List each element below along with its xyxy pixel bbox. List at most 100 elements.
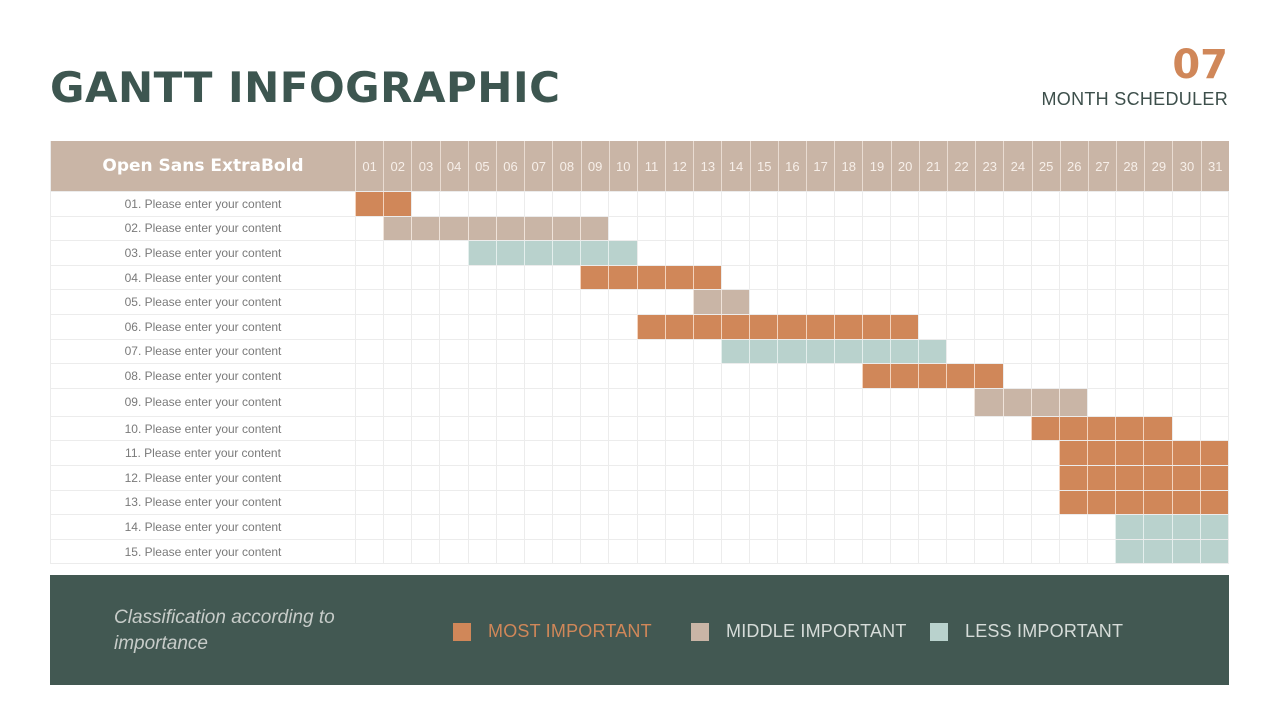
- grid-cell: [721, 441, 749, 465]
- grid-cell: [411, 515, 439, 539]
- grid-cell: [580, 539, 608, 564]
- grid-cell: [1030, 515, 1059, 539]
- grid-cell: [918, 216, 946, 241]
- grid-cell: [439, 265, 467, 290]
- task-bar-cell: [467, 241, 496, 265]
- day-header-cell: 03: [411, 141, 439, 191]
- grid-cell: [749, 465, 777, 490]
- grid-cell: [1171, 192, 1200, 216]
- task-bar-cell: [777, 339, 806, 364]
- grid-cell: [1030, 314, 1059, 339]
- grid-cell: [861, 265, 890, 290]
- grid-cell: [1030, 539, 1059, 564]
- grid-cell: [1171, 416, 1200, 441]
- grid-cell: [355, 364, 383, 388]
- day-header-cell: 24: [1003, 141, 1031, 191]
- task-bar-cell: [1143, 465, 1172, 490]
- grid-cell: [1199, 192, 1229, 216]
- grid-cell: [439, 314, 467, 339]
- task-bar-cell: [1143, 416, 1172, 441]
- grid-cell: [692, 192, 721, 216]
- gantt-row: 15. Please enter your content: [51, 538, 1229, 564]
- grid-cell: [1171, 314, 1200, 339]
- grid-cell: [833, 539, 862, 564]
- grid-cell: [805, 539, 834, 564]
- grid-cell: [552, 290, 580, 314]
- grid-cell: [805, 241, 834, 265]
- day-header-cell: 31: [1200, 141, 1229, 191]
- grid-cell: [552, 192, 580, 216]
- grid-cell: [495, 339, 524, 364]
- grid-cell: [552, 314, 580, 339]
- gantt-row: 13. Please enter your content: [51, 489, 1229, 515]
- grid-cell: [805, 416, 834, 441]
- day-header-cell: 20: [890, 141, 919, 191]
- grid-cell: [664, 490, 693, 515]
- gantt-row: 04. Please enter your content: [51, 264, 1229, 290]
- grid-cell: [523, 441, 552, 465]
- grid-cell: [439, 465, 467, 490]
- grid-cell: [439, 364, 467, 388]
- gantt-row: 14. Please enter your content: [51, 514, 1229, 539]
- grid-cell: [355, 515, 383, 539]
- grid-cell: [946, 290, 974, 314]
- task-bar-cell: [1143, 515, 1172, 539]
- task-bar-cell: [664, 265, 693, 290]
- grid-cell: [777, 216, 805, 241]
- grid-cell: [664, 339, 693, 364]
- day-header-cell: 05: [467, 141, 496, 191]
- grid-cell: [749, 388, 777, 416]
- grid-cell: [383, 465, 411, 490]
- grid-cell: [721, 241, 749, 265]
- grid-cell: [974, 216, 1002, 241]
- grid-cell: [974, 465, 1002, 490]
- grid-cell: [1002, 192, 1031, 216]
- grid-cell: [889, 539, 918, 564]
- day-header-cell: 08: [552, 141, 580, 191]
- grid-cell: [1087, 192, 1115, 216]
- grid-cell: [1030, 465, 1059, 490]
- task-bar-cell: [721, 290, 750, 314]
- grid-cell: [861, 416, 890, 441]
- day-header-cell: 11: [636, 141, 665, 191]
- grid-cell: [974, 539, 1002, 564]
- task-bar-cell: [1171, 515, 1200, 539]
- grid-cell: [1030, 290, 1059, 314]
- task-bar-cell: [1171, 539, 1200, 564]
- task-bar-cell: [974, 388, 1003, 416]
- grid-cell: [1058, 539, 1087, 564]
- task-timeline: [355, 241, 1229, 265]
- grid-cell: [1087, 515, 1115, 539]
- grid-cell: [580, 290, 608, 314]
- grid-cell: [636, 490, 665, 515]
- grid-cell: [411, 314, 439, 339]
- grid-cell: [1115, 364, 1143, 388]
- grid-cell: [523, 314, 552, 339]
- gantt-row: 10. Please enter your content: [51, 415, 1229, 441]
- task-bar-cell: [777, 314, 806, 339]
- day-header-cell: 13: [693, 141, 721, 191]
- grid-cell: [777, 515, 805, 539]
- grid-cell: [946, 216, 974, 241]
- task-label: 12. Please enter your content: [124, 470, 282, 485]
- grid-cell: [1199, 314, 1229, 339]
- grid-cell: [833, 241, 862, 265]
- grid-cell: [692, 241, 721, 265]
- grid-cell: [889, 515, 918, 539]
- grid-cell: [889, 192, 918, 216]
- grid-cell: [805, 465, 834, 490]
- day-header-cell: 29: [1144, 141, 1172, 191]
- grid-cell: [692, 515, 721, 539]
- grid-cell: [777, 539, 805, 564]
- grid-cell: [749, 539, 777, 564]
- grid-cell: [805, 192, 834, 216]
- task-bar-cell: [1171, 465, 1200, 490]
- day-header-cell: 27: [1087, 141, 1116, 191]
- grid-cell: [861, 515, 890, 539]
- grid-cell: [918, 290, 946, 314]
- grid-cell: [974, 339, 1002, 364]
- grid-cell: [552, 465, 580, 490]
- grid-cell: [721, 465, 749, 490]
- grid-cell: [1143, 290, 1171, 314]
- grid-cell: [383, 241, 411, 265]
